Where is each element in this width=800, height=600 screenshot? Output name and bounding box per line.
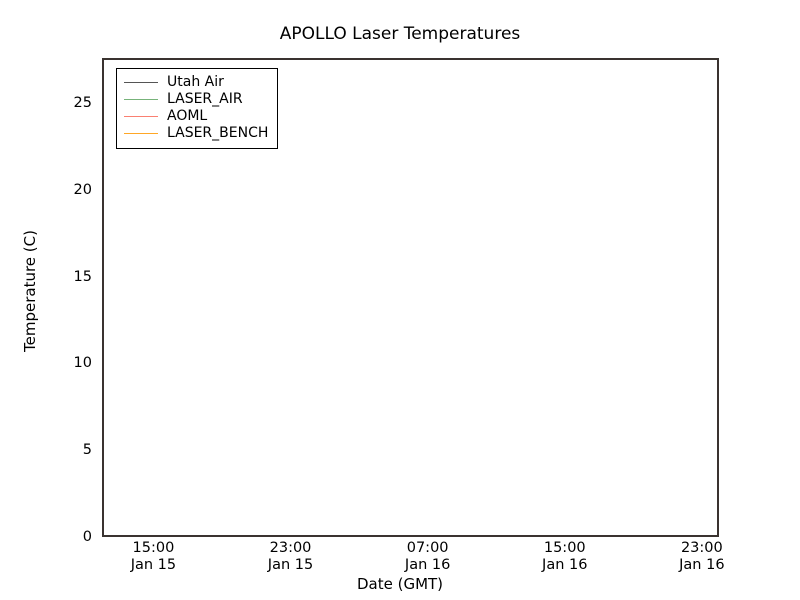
x-axis-tick-labels: 15:00 Jan 15 23:00 Jan 15 07:00 Jan 16 15:00 Ja…	[102, 540, 725, 584]
y-tick-label: 0	[82, 529, 92, 545]
legend-color-swatch	[124, 82, 158, 83]
y-tick-label: 10	[73, 355, 92, 372]
x-axis-title: Date (GMT)	[356, 575, 444, 593]
x-tick-label: 15:00 Jan 16	[542, 540, 588, 573]
chart-title: APOLLO Laser Temperatures	[279, 24, 521, 44]
legend-color-swatch	[124, 99, 158, 100]
y-tick-label: 25	[73, 95, 92, 112]
x-tick-label: 23:00 Jan 15	[267, 540, 314, 573]
legend-color-swatch	[124, 133, 158, 134]
legend-item[interactable]: AOML	[124, 108, 268, 125]
y-axis-title: Temperature (C)	[21, 230, 39, 352]
y-axis-tick-labels: 0 5 10 15 20 25	[48, 58, 92, 545]
legend-color-swatch	[124, 116, 158, 117]
x-tick-label: 07:00 Jan 16	[404, 540, 451, 573]
plot-area: Utah Air LASER_AIR AOML LASER_BENCH	[102, 58, 719, 537]
x-tick-label: 15:00 Jan 15	[130, 540, 177, 573]
legend-item[interactable]: LASER_BENCH	[124, 125, 268, 142]
legend-item[interactable]: LASER_AIR	[124, 91, 268, 108]
y-tick-label: 15	[73, 268, 92, 285]
y-tick-label: 20	[73, 181, 92, 198]
x-tick-label: 23:00 Jan 16	[679, 540, 725, 573]
plot-frame-border	[102, 58, 719, 537]
legend-item-label: AOML	[167, 108, 208, 124]
legend-item-label: Utah Air	[167, 74, 224, 90]
legend-item[interactable]: Utah Air	[124, 74, 268, 91]
y-tick-label: 5	[82, 442, 92, 459]
legend-item-label: LASER_BENCH	[167, 125, 269, 141]
legend-item-label: LASER_AIR	[167, 91, 243, 107]
chart-legend: Utah Air LASER_AIR AOML LASER_BENCH	[116, 68, 279, 149]
